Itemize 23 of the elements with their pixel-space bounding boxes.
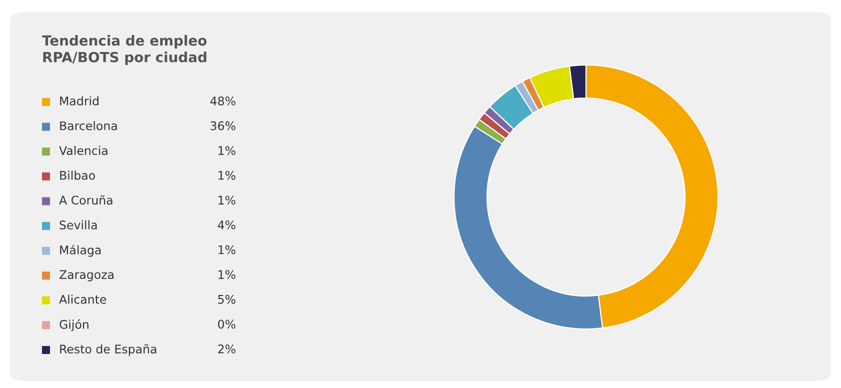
data-label: 1% (218, 245, 236, 254)
legend-label: Gijón (60, 319, 88, 332)
data-label: 48% (210, 96, 236, 106)
data-label: 2% (218, 344, 236, 354)
legend-label: Barcelona (60, 121, 117, 130)
legend-label: Valencia (59, 146, 108, 156)
legend-label: Zaragoza (60, 270, 114, 282)
data-label: 1% (218, 146, 236, 156)
legend-label: Alicante (59, 294, 106, 304)
text: 0% (218, 320, 236, 329)
data-label: 1% (218, 196, 236, 205)
data-label: 4% (218, 220, 236, 230)
data-label: 1% (218, 270, 236, 280)
legend-label: A Coruña (59, 195, 112, 205)
data-label: 1% (218, 170, 236, 180)
legend-label: Madrid (60, 96, 98, 106)
chart-title: Tendencia de empleo RPA/BOTS por ciudad (42, 35, 207, 66)
data-label: 5% (218, 294, 236, 304)
data-label: 36% (210, 121, 236, 130)
legend-label: Resto de España (60, 344, 156, 356)
legend-label: Sevilla (60, 220, 97, 230)
legend-label: Málaga (60, 244, 101, 257)
legend-label: Bilbao (60, 170, 95, 180)
